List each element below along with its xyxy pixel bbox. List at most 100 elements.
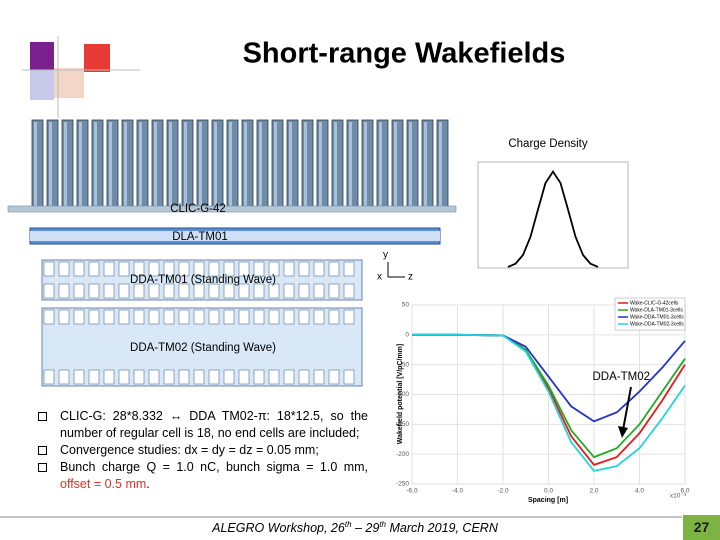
dda-cell [178,369,190,385]
dda-cell [343,261,355,277]
dda-cell [43,309,55,325]
axis-symbol: x [377,272,382,283]
annotation-arrowhead [618,426,628,438]
dda-cell [133,283,145,299]
dda-cell [313,261,325,277]
dda-cell [328,283,340,299]
x-tick-label: 6.0 [680,488,689,495]
x-tick-label: -4.0 [452,488,464,495]
dda-cell [328,261,340,277]
dda-cell [178,261,190,277]
decor-square [84,44,110,72]
dda-cell [343,309,355,325]
clic-plate [121,119,134,209]
clic-plate [406,119,419,209]
dda-cell [223,261,235,277]
dda-cell [133,309,145,325]
clic-plate [241,119,254,209]
annotation-arrow [622,386,632,431]
decor-square [54,68,84,98]
clic-plate [346,119,359,209]
clic-plate [361,119,374,209]
x-tick-label: 2.0 [589,488,598,495]
dda-cell [268,309,280,325]
dda-cell [118,369,130,385]
x-tick-label: -6.0 [406,488,418,495]
dda-cell [253,369,265,385]
clic-base [7,205,457,213]
y-tick-label: 0 [405,332,409,339]
dda-cell [253,309,265,325]
bullet-highlight: offset = 0.5 mm [60,477,147,491]
clic-plate-shine [349,122,352,206]
plot-frame [477,161,629,269]
dda-cell [238,261,250,277]
dda-cell [328,369,340,385]
clic-plate [196,119,209,209]
clic-plate-shine [214,122,217,206]
dda-cell [43,369,55,385]
slide-title: Short-range Wakefields [243,38,566,70]
clic-plate-shine [109,122,112,206]
dda-cell [313,369,325,385]
clic-plate-shine [439,122,442,206]
dda-cell [73,261,85,277]
legend-label: Wake-DDA-TM02-3cells [630,321,684,327]
clic-plate [166,119,179,209]
dda-cell [298,283,310,299]
dda-cell [313,309,325,325]
dda-cell [43,261,55,277]
footer-sup: th [379,520,386,529]
clic-plate-shine [274,122,277,206]
dda-cell [103,369,115,385]
clic-plate-shine [394,122,397,206]
legend-label: Wake-DLA-TM01-3cells [630,307,683,313]
dda-cell [103,261,115,277]
dda-cell [88,309,100,325]
dda-cell [118,283,130,299]
clic-plate [436,119,449,209]
dda-cell [163,309,175,325]
dda-cell [283,369,295,385]
structure-label: CLIC-G-42 [170,203,226,215]
clic-plate-shine [79,122,82,206]
x-tick-label: -2.0 [497,488,509,495]
clic-plate-shine [94,122,97,206]
dda-cell [133,261,145,277]
clic-plate [421,119,434,209]
clic-plate-shine [364,122,367,206]
dda-cell [253,261,265,277]
dda-cell [223,369,235,385]
dda-cell [238,283,250,299]
clic-plate-shine [379,122,382,206]
dda-cell [58,261,70,277]
legend-label: Wake-DDA-TM01-3cells [630,314,684,320]
dda-cell [238,369,250,385]
clic-plate-shine [64,122,67,206]
dda-cell [178,283,190,299]
clic-plate [211,119,224,209]
clic-plate-shine [334,122,337,206]
y-tick-label: -150 [396,421,409,428]
dda-cell [73,283,85,299]
clic-plate-shine [154,122,157,206]
dda-cell [298,309,310,325]
dda-cell [283,283,295,299]
clic-plate-shine [244,122,247,206]
dda-cell [268,261,280,277]
dda-cell [268,283,280,299]
dda-cell [208,283,220,299]
dda-cell [103,283,115,299]
axis-symbol: y [383,250,388,261]
dda-cell [133,369,145,385]
x-tick-label: 0.0 [544,488,553,495]
clic-plate [376,119,389,209]
dda-cell [58,309,70,325]
dda-cell [253,283,265,299]
dda-cell [283,309,295,325]
clic-plate [316,119,329,209]
dda-cell [58,283,70,299]
dda-cell [88,261,100,277]
